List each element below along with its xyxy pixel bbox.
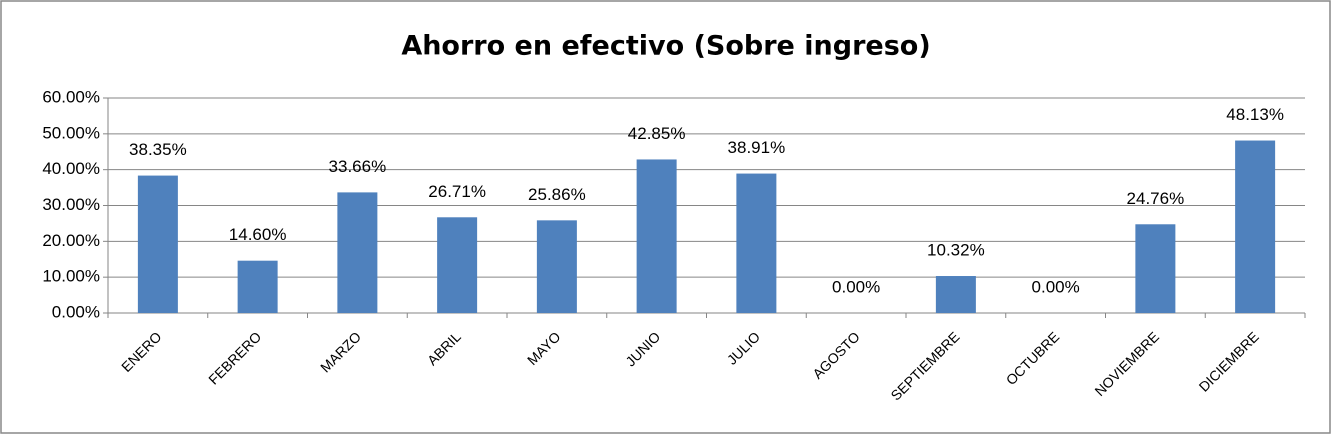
data-label: 10.32% [927, 241, 985, 260]
y-tick-label: 20.00% [42, 231, 100, 250]
bar [337, 192, 378, 313]
y-tick-label: 40.00% [42, 159, 100, 178]
y-tick-label: 0.00% [52, 302, 100, 321]
bar [437, 217, 478, 313]
y-tick-label: 60.00% [42, 87, 100, 106]
data-label: 25.86% [528, 185, 586, 204]
bar [1135, 224, 1176, 313]
bar [1235, 140, 1276, 313]
data-label: 14.60% [229, 225, 287, 244]
y-tick-label: 30.00% [42, 195, 100, 214]
data-label: 26.71% [428, 182, 486, 201]
bar [237, 260, 278, 313]
data-label: 24.76% [1127, 189, 1185, 208]
data-label: 0.00% [1032, 277, 1080, 296]
data-label: 48.13% [1226, 105, 1284, 124]
bar [636, 159, 677, 313]
bar [137, 175, 178, 313]
chart-title: Ahorro en efectivo (Sobre ingreso) [401, 31, 930, 62]
data-label: 42.85% [628, 124, 686, 143]
bar [736, 173, 777, 313]
data-label: 33.66% [329, 157, 387, 176]
bar [536, 220, 577, 313]
bar [935, 276, 976, 313]
data-label: 38.91% [728, 138, 786, 157]
data-label: 38.35% [129, 140, 187, 159]
y-tick-label: 10.00% [42, 267, 100, 286]
y-tick-label: 50.00% [42, 123, 100, 142]
data-label: 0.00% [832, 277, 880, 296]
